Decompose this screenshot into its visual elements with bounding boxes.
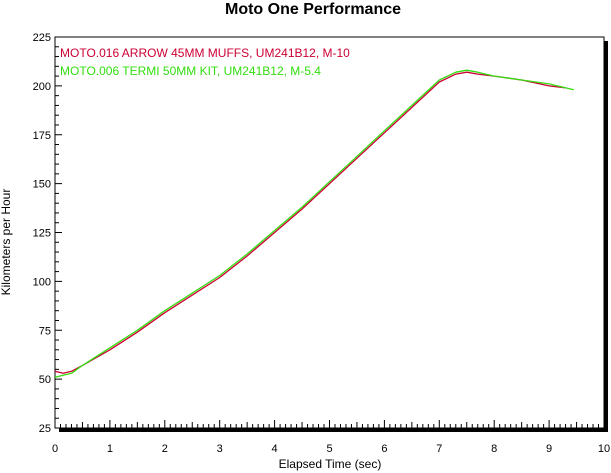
y-tick-label: 225 [33, 32, 51, 44]
x-tick-label: 10 [598, 443, 610, 455]
x-tick-label: 8 [491, 443, 497, 455]
x-tick-label: 9 [546, 443, 552, 455]
series-lines [54, 69, 574, 378]
x-axis-label: Elapsed Time (sec) [279, 457, 382, 471]
y-tick-label: 100 [33, 276, 51, 288]
x-axis-ticks: 0 1 2 3 4 5 6 7 8 9 10 [52, 420, 610, 455]
y-axis-ticks: 25 50 75 100 125 150 175 200 225 [33, 32, 62, 435]
y-tick-label: 50 [39, 374, 51, 386]
y-tick-label: 200 [33, 81, 51, 93]
plot-shadow-right [604, 41, 608, 432]
x-tick-label: 5 [326, 443, 332, 455]
chart-title: Moto One Performance [225, 1, 401, 18]
x-tick-label: 6 [381, 443, 387, 455]
legend: MOTO.016 ARROW 45MM MUFFS, UM241B12, M-1… [60, 46, 350, 78]
y-tick-label: 75 [39, 325, 51, 337]
x-tick-label: 0 [52, 443, 58, 455]
x-tick-label: 4 [272, 443, 278, 455]
series-line-0 [54, 71, 566, 374]
x-tick-label: 2 [162, 443, 168, 455]
plot-area [54, 36, 608, 432]
plot-frame [54, 36, 605, 429]
y-tick-label: 125 [33, 228, 51, 240]
y-tick-label: 175 [33, 130, 51, 142]
y-axis-label: Kilometers per Hour [0, 189, 13, 296]
series-line-1 [54, 69, 574, 378]
y-tick-label: 150 [33, 179, 51, 191]
y-tick-label: 25 [39, 423, 51, 435]
legend-entry-moto-016: MOTO.016 ARROW 45MM MUFFS, UM241B12, M-1… [60, 46, 350, 60]
x-tick-label: 7 [436, 443, 442, 455]
plot-shadow-bottom [59, 428, 608, 432]
x-tick-label: 1 [107, 443, 113, 455]
legend-entry-moto-006: MOTO.006 TERMI 50MM KIT, UM241B12, M-5.4 [60, 64, 321, 78]
x-tick-label: 3 [217, 443, 223, 455]
